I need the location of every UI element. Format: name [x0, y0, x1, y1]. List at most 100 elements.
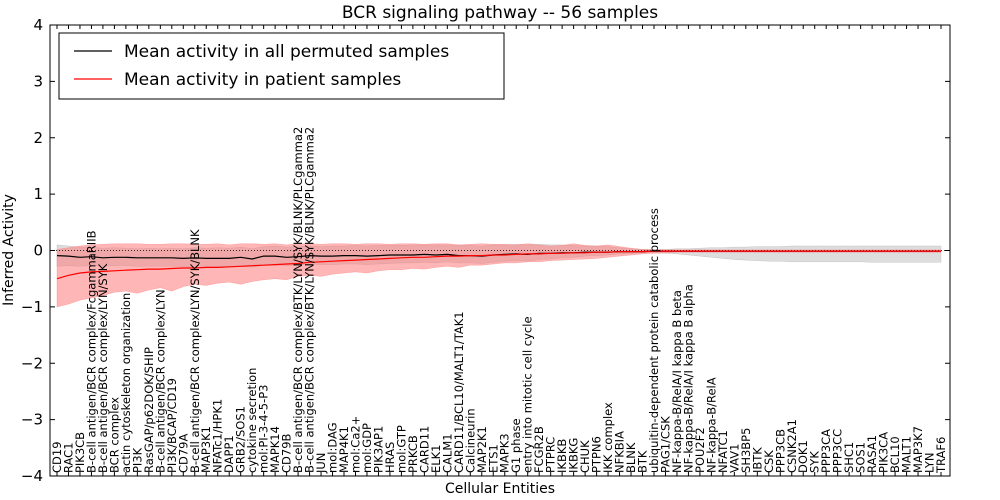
- x-tick-label: NFATC1: [716, 430, 730, 473]
- x-tick-label: NF-kappa-B/RelA/I kappa B alpha: [681, 284, 695, 473]
- x-tick-label: NF-kappa-B/RelA: [704, 377, 718, 473]
- series-line-patient: [56, 250, 941, 280]
- x-tick-label: B-cell antigen/BCR complex/BTK/LYN/SYK/B…: [291, 127, 305, 473]
- x-tick-label: SOS1: [854, 442, 868, 473]
- x-tick-label: mol:DAG: [326, 422, 340, 473]
- x-tick-label: mol:GTP: [394, 425, 408, 473]
- x-tick-label: RasGAP/p62DOK/SHIP: [142, 347, 156, 473]
- x-tick-label: PAG1/CSK: [659, 416, 673, 473]
- x-tick-label: CHUK: [578, 440, 592, 473]
- x-tick-label: HRAS: [383, 442, 397, 473]
- x-tick-label: SYK: [808, 451, 822, 473]
- x-tick-label: B-cell antigen/BCR complex/BTK/LYN/SYK/B…: [303, 127, 317, 473]
- x-tick-label: PPP3CB: [773, 429, 787, 473]
- x-tick-label: mol:PI-3-4-5-P3: [257, 385, 271, 473]
- y-tick-label: −4: [21, 467, 43, 485]
- chart-title: BCR signaling pathway -- 56 samples: [342, 3, 658, 23]
- x-tick-label: PIK3AP1: [372, 426, 386, 473]
- x-tick-label: B-cell antigen/BCR complex/LYN: [153, 289, 167, 473]
- x-tick-label: JUN: [314, 453, 328, 474]
- x-tick-label: FCGR2B: [532, 426, 546, 473]
- x-tick-label: MAP2K1: [475, 426, 489, 473]
- x-tick-label: CD79B: [280, 433, 294, 473]
- x-tick-label: CALM1: [440, 433, 454, 473]
- x-tick-label: mol:Ca2+: [349, 416, 363, 473]
- x-tick-label: mol:GDP: [360, 423, 374, 473]
- y-tick-label: 2: [33, 129, 43, 147]
- x-tick-label: B-cell antigen/BCR complex/LYN/SYK/BLNK: [188, 229, 202, 473]
- x-tick-label: ubiquitin-dependent protein catabolic pr…: [647, 208, 661, 473]
- x-tick-label: PRKCB: [406, 435, 420, 473]
- legend: Mean activity in all permuted samples Me…: [58, 32, 505, 100]
- series-lines: [56, 250, 941, 280]
- y-axis-label: Inferred Activity: [1, 194, 17, 306]
- x-tick-label: cytokine secretion: [245, 367, 259, 473]
- y-tick-label: −3: [21, 411, 43, 429]
- x-tick-label: VAV1: [727, 444, 741, 473]
- y-tick-label: 3: [33, 72, 43, 90]
- x-tick-label: IKBKG: [567, 438, 581, 473]
- x-tick-label: CARD11: [417, 426, 431, 473]
- x-tick-label: BLNK: [624, 442, 638, 473]
- x-tick-label: SHC1: [842, 442, 856, 473]
- x-tick-label: PTPN6: [590, 436, 604, 473]
- band-patient: [56, 243, 942, 308]
- x-tick-label: CD79A: [176, 433, 190, 473]
- x-tick-label: NFKBIA: [613, 431, 627, 473]
- x-tick-label: MAPK3: [498, 433, 512, 473]
- x-tick-label: NF-kappa-B/RelA/I kappa B beta: [670, 290, 684, 473]
- x-tick-label: CSNK2A1: [785, 419, 799, 473]
- y-tick-label: −2: [21, 354, 43, 372]
- x-tick-label: PIK3CA: [877, 432, 891, 473]
- legend-box: [58, 32, 505, 100]
- x-tick-label: BCL10: [888, 436, 902, 473]
- x-tick-label: TRAF6: [934, 437, 948, 474]
- x-tick-label: DOK1: [796, 440, 810, 473]
- x-tick-label: RASA1: [865, 435, 879, 473]
- x-tick-label: ELK1: [429, 445, 443, 474]
- x-tick-label: PI3K: [130, 447, 144, 473]
- y-tick-label: 0: [33, 242, 43, 260]
- x-tick-label: B-cell antigen/BCR complex/FcgammaRIIB: [84, 230, 98, 473]
- x-tick-label: actin cytoskeleton organization: [119, 293, 133, 473]
- x-tick-label: MAP4K1: [337, 426, 351, 473]
- x-tick-label: IBTK: [750, 447, 764, 473]
- y-axis: −4 −3 −2 −1 0 1 2 3 4: [21, 16, 950, 485]
- x-tick-label: CSK: [762, 450, 776, 473]
- x-tick-label: PTPRC: [544, 437, 558, 473]
- x-tick-label: PIK3CB: [73, 432, 87, 473]
- x-tick-label: CARD11/BCL10/MALT1/TAK1: [452, 311, 466, 473]
- x-tick-label: PPP3CC: [831, 429, 845, 473]
- x-tick-label: entry into mitotic cell cycle: [521, 316, 535, 473]
- x-tick-label: MALT1: [900, 436, 914, 473]
- x-tick-label: G1 phase: [509, 418, 523, 473]
- x-tick-label: SH3BP5: [739, 428, 753, 473]
- x-axis: [56, 25, 942, 476]
- x-tick-label: B-cell antigen/BCR complex/LYN/SYK: [96, 263, 110, 473]
- x-tick-label: CD19: [50, 441, 64, 473]
- x-tick-label: RAC1: [62, 442, 76, 473]
- legend-label-patient: Mean activity in patient samples: [124, 70, 401, 90]
- x-tick-label: IKBKB: [555, 439, 569, 473]
- x-tick-label: Calcineurin: [463, 408, 477, 473]
- x-tick-label: PI3K/BCAP/CD19: [165, 378, 179, 473]
- x-tick-label: LYN: [923, 452, 937, 473]
- x-tick-label: BCR complex: [107, 397, 121, 473]
- x-tick-label: IKK complex: [601, 402, 615, 473]
- x-tick-label: POU2F2: [693, 427, 707, 473]
- y-tick-label: 1: [33, 185, 43, 203]
- x-tick-label: DAPP1: [222, 435, 236, 473]
- x-axis-label: Cellular Entities: [445, 481, 555, 497]
- y-tick-label: 4: [33, 16, 43, 34]
- legend-label-permuted: Mean activity in all permuted samples: [124, 42, 449, 62]
- x-tick-label: MAP3K7: [911, 426, 925, 473]
- y-tick-label: −1: [21, 298, 43, 316]
- x-tick-label: ETS1: [486, 444, 500, 473]
- x-tick-label: NFATc1/HPK1: [211, 399, 225, 473]
- x-tick-label: BTK: [636, 450, 650, 473]
- x-tick-label: MAP3K1: [199, 426, 213, 473]
- confidence-bands: [56, 243, 942, 308]
- x-tick-label: GRB2/SOS1: [234, 406, 248, 473]
